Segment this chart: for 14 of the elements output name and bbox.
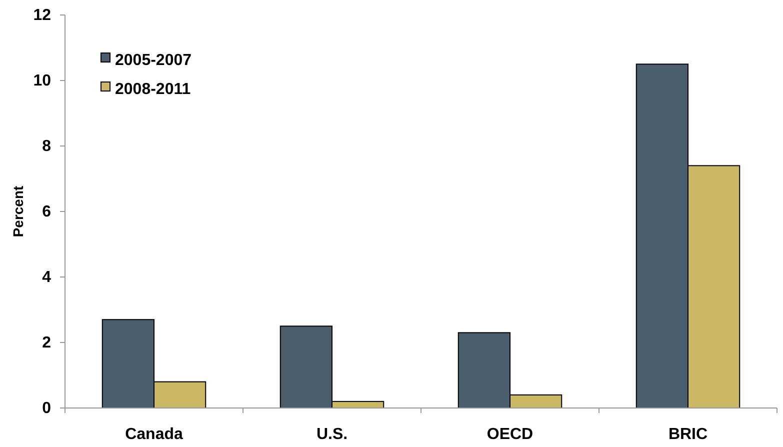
y-tick-label: 8	[42, 138, 52, 156]
legend-label: 2005-2007	[115, 52, 192, 69]
y-tick-label: 2	[42, 334, 52, 352]
y-tick-label: 4	[42, 269, 52, 286]
y-axis-title: Percent	[10, 185, 26, 238]
x-tick-label: BRIC	[668, 426, 708, 443]
x-tick-label: Canada	[125, 426, 183, 443]
legend-label: 2008-2011	[115, 81, 191, 98]
x-tick-label: U.S.	[316, 426, 348, 443]
x-tick-label: OECD	[486, 426, 534, 443]
y-tick-label: 10	[33, 72, 52, 90]
y-tick-label: 12	[33, 7, 52, 24]
y-tick-label: 6	[42, 204, 52, 221]
y-tick-label: 0	[42, 400, 52, 418]
